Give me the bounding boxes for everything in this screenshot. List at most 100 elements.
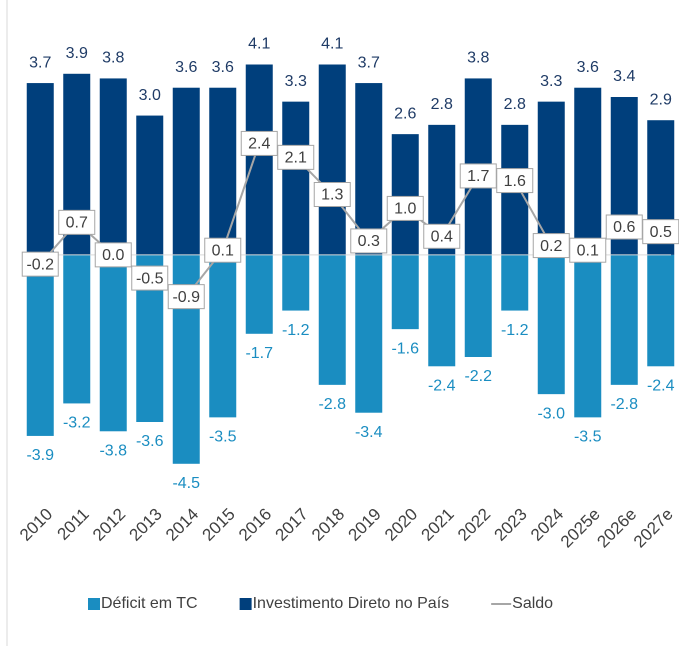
value-label: -3.5 [209, 429, 237, 446]
value-label: 0.4 [431, 229, 453, 246]
bar [282, 254, 310, 311]
value-label: 2.4 [248, 136, 270, 153]
value-label: 3.4 [613, 68, 635, 85]
value-label: -2.8 [610, 396, 638, 413]
value-label: -1.6 [391, 340, 419, 357]
value-label: 3.0 [139, 87, 161, 104]
bar [209, 87, 237, 255]
bar [464, 254, 492, 357]
x-tick-label: 2019 [345, 505, 385, 545]
label-box [58, 209, 96, 235]
x-tick-label: 2021 [418, 505, 458, 545]
bar [318, 254, 346, 385]
value-label: 3.8 [467, 50, 489, 67]
x-tick-label: 2026e [593, 505, 640, 552]
label-box [277, 144, 315, 170]
legend-label: Saldo [512, 595, 553, 612]
bar [26, 83, 54, 255]
value-label: -3.6 [136, 433, 164, 450]
label-box [204, 237, 242, 263]
x-tick-label: 2010 [16, 505, 56, 545]
value-label: -0.9 [172, 289, 200, 306]
value-label: 0.6 [613, 219, 635, 236]
label-box [21, 251, 59, 277]
value-label: 2.6 [394, 105, 416, 122]
value-label: 1.3 [321, 187, 343, 204]
x-tick-label: 2023 [491, 505, 531, 545]
value-label: 4.1 [321, 36, 343, 53]
legend-label: Déficit em TC [101, 595, 198, 612]
value-label: 0.1 [577, 242, 599, 259]
x-tick-label: 2015 [199, 505, 239, 545]
x-tick-label: 2011 [53, 505, 92, 544]
value-label: 2.8 [431, 96, 453, 113]
bar [136, 115, 164, 255]
label-box [94, 242, 132, 268]
bar [610, 254, 638, 385]
value-label: -0.5 [136, 270, 164, 287]
value-label: 3.6 [175, 59, 197, 76]
bar [26, 254, 54, 436]
value-label: 1.0 [394, 201, 416, 218]
value-label: -1.2 [282, 322, 310, 339]
value-label: 2.9 [650, 91, 672, 108]
bar [282, 101, 310, 255]
bar [355, 83, 383, 255]
label-box [423, 223, 461, 249]
x-tick-label: 2014 [162, 505, 202, 545]
legend-label: Investimento Direto no País [253, 595, 450, 612]
value-label: 0.5 [650, 224, 672, 241]
bar [428, 254, 456, 367]
value-label: 3.9 [66, 45, 88, 62]
x-tick-label: 2018 [308, 505, 348, 545]
value-label: 3.3 [540, 73, 562, 90]
x-tick-label: 2022 [454, 505, 494, 545]
label-box [642, 219, 679, 245]
bar [501, 254, 529, 311]
value-label: 1.7 [467, 168, 489, 185]
value-label: -2.4 [647, 378, 675, 395]
value-label: 0.7 [66, 215, 88, 232]
value-label: -3.8 [99, 443, 127, 460]
value-label: 0.1 [212, 242, 234, 259]
bar [355, 254, 383, 413]
x-tick-label: 2016 [235, 505, 275, 545]
bar [99, 78, 127, 255]
value-label: -3.0 [537, 405, 565, 422]
value-label: -3.9 [26, 447, 54, 464]
value-label: 2.8 [504, 96, 526, 113]
label-box [167, 284, 205, 310]
bar [574, 87, 602, 255]
value-label: 3.6 [577, 59, 599, 76]
value-label: 3.7 [29, 54, 51, 71]
bar [245, 64, 273, 255]
value-label: 0.2 [540, 238, 562, 255]
value-label: -0.2 [26, 256, 54, 273]
bar [245, 254, 273, 334]
value-label: -3.2 [63, 415, 91, 432]
value-label: -4.5 [172, 475, 200, 492]
value-label: -1.7 [245, 345, 273, 362]
bar [537, 101, 565, 255]
value-label: -3.5 [574, 429, 602, 446]
value-label: -2.8 [318, 396, 346, 413]
value-label: 3.6 [212, 59, 234, 76]
value-label: -1.2 [501, 322, 529, 339]
value-label: 1.6 [504, 173, 526, 190]
bar [63, 254, 91, 404]
x-tick-label: 2012 [89, 505, 129, 545]
value-label: 3.3 [285, 73, 307, 90]
label-box [350, 228, 388, 254]
label-box [496, 168, 534, 194]
x-tick-label: 2017 [272, 505, 312, 545]
bar [172, 87, 200, 255]
label-box [386, 195, 424, 221]
value-label: 4.1 [248, 36, 270, 53]
x-tick-label: 2020 [381, 505, 421, 545]
label-box [131, 265, 169, 291]
value-label: 3.8 [102, 50, 124, 67]
value-label: 3.7 [358, 54, 380, 71]
bar [391, 254, 419, 330]
